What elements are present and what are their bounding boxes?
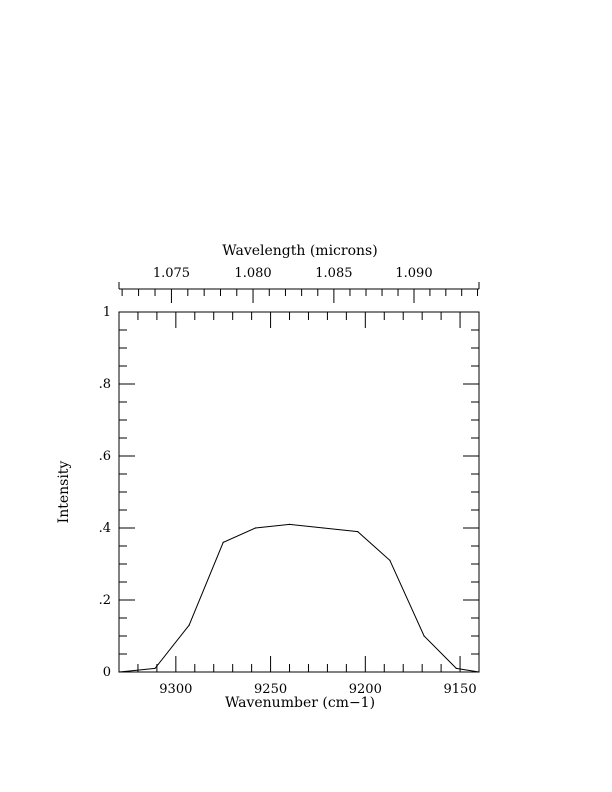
x-tick-label: 9250	[254, 682, 287, 697]
tick-labels: 9300 9250 9200 9150 0 .2 .4 .6 .8 1 1.075 1.080 1.08…	[99, 266, 477, 697]
plot-frame-layer	[118, 282, 480, 673]
y-tick-label: 1	[103, 305, 111, 320]
x2-tick-label: 1.085	[315, 266, 352, 281]
data-point	[188, 624, 190, 626]
data-point	[254, 527, 257, 529]
y-tick-label: .6	[99, 449, 111, 464]
x2-tick-label: 1.080	[234, 266, 271, 281]
y-tick-label: 0	[103, 665, 111, 680]
x-axis-title: Wavenumber (cm−1)	[225, 695, 375, 711]
y-tick-label: .2	[99, 593, 111, 608]
data-point	[154, 667, 156, 670]
x-tick-label: 9300	[159, 682, 192, 697]
tick-marks	[118, 289, 480, 673]
top-axis-title: Wavelength (microns)	[222, 243, 377, 259]
data-point	[118, 671, 120, 673]
data-point	[423, 635, 425, 637]
x2-tick-label: 1.075	[153, 266, 190, 281]
x-tick-label: 9150	[444, 682, 477, 697]
data-point	[288, 523, 291, 526]
y-axis-title: Intensity	[56, 461, 72, 524]
data-point	[478, 671, 480, 673]
x2-tick-label: 1.090	[395, 266, 432, 281]
data-point	[323, 527, 325, 529]
data-point	[389, 559, 391, 562]
series-line	[118, 523, 480, 673]
data-point	[357, 531, 359, 533]
x-tick-label: 9200	[349, 682, 382, 697]
y-tick-label: .4	[99, 521, 111, 536]
data-point	[455, 667, 457, 670]
series-layer	[118, 523, 480, 673]
y-tick-label: .8	[99, 377, 111, 392]
data-point	[222, 541, 224, 544]
plot-box	[118, 311, 480, 673]
